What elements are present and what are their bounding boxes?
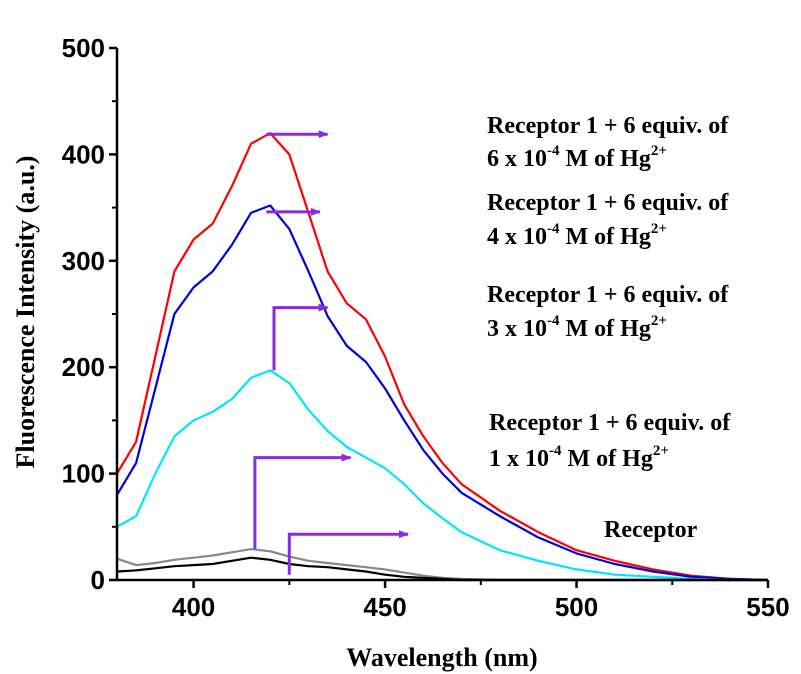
annotation-exponent: -4 xyxy=(547,313,560,329)
series-line-1 xyxy=(116,132,769,582)
y-tick-label: 400 xyxy=(62,139,105,169)
annotation-concentration: 1 x 10 xyxy=(489,446,549,472)
plot-lines xyxy=(116,132,769,582)
annotation-label-line2: 6 x 10-4 M of Hg2+ xyxy=(487,143,667,172)
annotation-charge: 2+ xyxy=(653,443,669,459)
annotations: Receptor 1 + 6 equiv. of6 x 10-4 M of Hg… xyxy=(253,113,731,575)
y-tick-label: 100 xyxy=(62,459,105,489)
annotation-charge: 2+ xyxy=(651,221,667,237)
y-tick-label: 500 xyxy=(62,33,105,63)
x-tick-label: 450 xyxy=(363,592,406,622)
annotation-exponent: -4 xyxy=(547,143,560,159)
x-axis-title: Wavelength (nm) xyxy=(346,643,537,672)
y-axis-title: Fluorescence Intensity (a.u.) xyxy=(11,156,40,469)
y-tick-label: 0 xyxy=(91,565,105,595)
annotation-unit: M of Hg xyxy=(560,146,651,172)
annotation-unit: M of Hg xyxy=(560,224,651,250)
annotation-label-line1: Receptor 1 + 6 equiv. of xyxy=(489,410,731,436)
annotation-arrow-5 xyxy=(287,530,409,575)
annotation-exponent: -4 xyxy=(549,443,562,459)
annotation-label-line2: 3 x 10-4 M of Hg2+ xyxy=(487,313,667,342)
annotation-label-line2: 4 x 10-4 M of Hg2+ xyxy=(487,221,667,250)
annotation-concentration: 3 x 10 xyxy=(487,316,547,342)
annotation-unit: M of Hg xyxy=(560,316,651,342)
annotation-charge: 2+ xyxy=(651,313,667,329)
x-tick-label: 500 xyxy=(555,592,598,622)
x-tick-label: 550 xyxy=(746,592,789,622)
annotation-exponent: -4 xyxy=(547,221,560,237)
series-line-2 xyxy=(116,204,769,582)
x-tick-label: 400 xyxy=(172,592,215,622)
annotation-arrow-3 xyxy=(272,303,329,371)
annotation-label-line1: Receptor 1 + 6 equiv. of xyxy=(487,282,729,308)
annotation-charge: 2+ xyxy=(651,143,667,159)
annotation-label-line1: Receptor 1 + 6 equiv. of xyxy=(487,113,729,139)
annotation-concentration: 4 x 10 xyxy=(487,224,547,250)
axes: 0 100 200 300 400 500 400 450 500 550 xyxy=(62,33,790,622)
annotation-label-line1: Receptor xyxy=(604,517,698,543)
annotation-arrow-4 xyxy=(253,453,352,550)
series-line-3 xyxy=(116,369,768,582)
y-tick-label: 200 xyxy=(62,352,105,382)
annotation-label-line1: Receptor 1 + 6 equiv. of xyxy=(487,190,729,216)
annotation-concentration: 6 x 10 xyxy=(487,146,547,172)
annotation-label-line2: 1 x 10-4 M of Hg2+ xyxy=(489,443,669,472)
y-tick-label: 300 xyxy=(62,246,105,276)
annotation-unit: M of Hg xyxy=(562,446,653,472)
